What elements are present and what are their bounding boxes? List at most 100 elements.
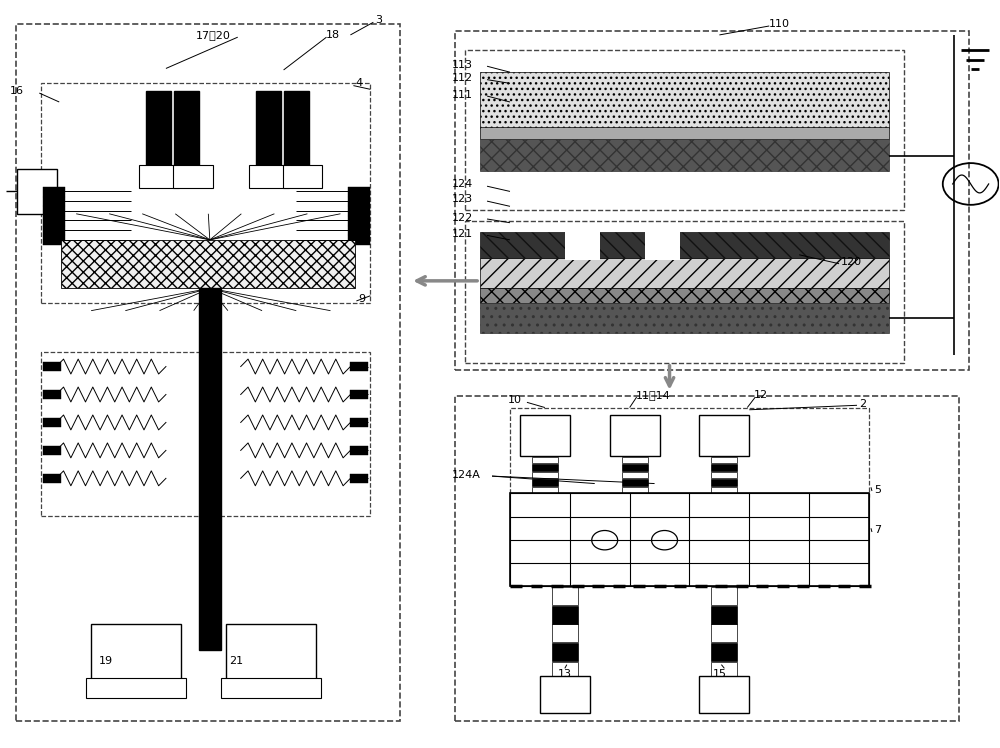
Bar <box>480 139 889 171</box>
Bar <box>520 415 570 456</box>
Bar <box>43 390 61 399</box>
Text: 113: 113 <box>452 60 473 70</box>
Bar <box>41 83 370 303</box>
Bar <box>480 73 889 128</box>
Bar <box>226 624 316 679</box>
Text: 122: 122 <box>452 212 473 222</box>
Bar <box>480 288 889 303</box>
Bar <box>284 91 309 165</box>
Bar <box>711 457 737 464</box>
Bar <box>350 474 368 482</box>
Bar <box>43 474 61 482</box>
Bar <box>350 390 368 399</box>
Bar <box>711 606 737 624</box>
Bar <box>348 226 370 236</box>
Bar <box>480 259 889 288</box>
Text: 124: 124 <box>452 179 473 189</box>
Text: 5: 5 <box>874 485 881 494</box>
Bar <box>532 486 558 493</box>
Bar <box>43 216 65 226</box>
Bar <box>43 446 61 455</box>
Text: 3: 3 <box>375 15 382 25</box>
Bar <box>348 187 370 197</box>
Bar <box>43 197 65 206</box>
Text: 111: 111 <box>452 90 473 99</box>
Bar <box>622 465 648 471</box>
Bar <box>139 165 179 188</box>
Bar <box>711 662 737 679</box>
Bar <box>711 643 737 661</box>
Text: 16: 16 <box>9 86 23 96</box>
Bar <box>711 479 737 485</box>
Bar <box>173 165 213 188</box>
Bar <box>510 493 869 586</box>
Bar <box>510 408 869 497</box>
Bar <box>622 457 648 464</box>
Bar <box>17 169 57 214</box>
Bar <box>465 50 904 210</box>
Bar <box>455 31 969 370</box>
Bar <box>348 216 370 226</box>
Bar <box>174 91 199 165</box>
Text: 10: 10 <box>508 395 522 405</box>
Bar <box>348 206 370 216</box>
Bar <box>283 165 322 188</box>
Bar <box>532 457 558 464</box>
Text: 8: 8 <box>358 209 366 218</box>
Bar <box>622 479 648 485</box>
Text: 110: 110 <box>769 19 790 28</box>
Bar <box>532 472 558 478</box>
Text: 121: 121 <box>452 229 473 239</box>
Bar <box>221 678 320 698</box>
Bar <box>43 226 65 236</box>
Bar <box>711 625 737 643</box>
Bar <box>465 221 904 363</box>
Text: 112: 112 <box>452 73 473 83</box>
Bar <box>645 231 680 260</box>
Text: 124A: 124A <box>452 470 481 479</box>
Bar <box>711 486 737 493</box>
Bar <box>552 625 578 643</box>
Bar <box>256 91 281 165</box>
Text: 9: 9 <box>358 295 366 304</box>
Bar <box>552 587 578 605</box>
Bar <box>43 236 65 245</box>
Bar <box>552 643 578 661</box>
Text: 7: 7 <box>874 526 881 536</box>
Text: 123: 123 <box>452 194 473 204</box>
Bar <box>43 206 65 216</box>
Bar <box>480 303 889 333</box>
Bar <box>43 362 61 371</box>
Text: 19: 19 <box>99 656 113 666</box>
Bar <box>699 675 749 713</box>
Bar <box>146 91 171 165</box>
Bar <box>532 465 558 471</box>
Bar <box>350 362 368 371</box>
Bar <box>552 606 578 624</box>
Bar <box>91 624 181 679</box>
Text: 2: 2 <box>859 399 866 409</box>
Text: 120: 120 <box>841 257 862 267</box>
Bar <box>348 197 370 206</box>
Text: 12: 12 <box>754 390 768 400</box>
Bar <box>480 127 889 139</box>
Bar <box>43 187 65 197</box>
Bar <box>532 479 558 485</box>
Bar <box>348 236 370 245</box>
Bar <box>455 396 959 720</box>
Bar <box>711 587 737 605</box>
Bar <box>610 415 660 456</box>
Text: 15: 15 <box>712 669 726 678</box>
Bar <box>199 288 221 650</box>
Bar <box>41 352 370 515</box>
Bar <box>350 446 368 455</box>
Bar <box>711 472 737 478</box>
Text: 21: 21 <box>229 656 243 666</box>
Text: 13: 13 <box>558 669 572 678</box>
Bar <box>43 418 61 427</box>
Bar <box>16 24 400 720</box>
Text: 18: 18 <box>325 30 340 40</box>
Text: 11或14: 11或14 <box>636 390 670 400</box>
Text: 17或20: 17或20 <box>196 30 231 40</box>
Bar <box>540 675 590 713</box>
